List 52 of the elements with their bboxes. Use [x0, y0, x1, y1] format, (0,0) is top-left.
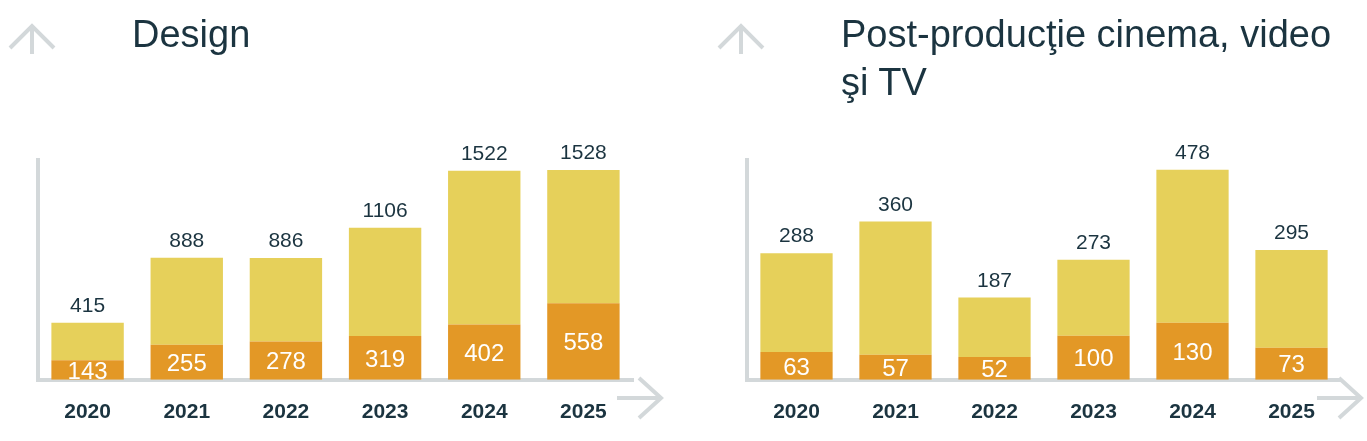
x-tick-label: 2021 — [872, 399, 920, 423]
x-tick-label: 2022 — [971, 399, 1018, 423]
data-label: 319 — [365, 344, 406, 372]
x-tick-label: 2020 — [773, 399, 820, 423]
total-label: 888 — [169, 228, 205, 252]
data-label: 57 — [882, 353, 909, 381]
total-label: 478 — [1174, 139, 1211, 163]
total-label: 273 — [1075, 230, 1112, 254]
data-label: 558 — [563, 328, 604, 356]
bar — [859, 221, 932, 355]
data-label: 278 — [265, 347, 306, 375]
chart-title: Design — [132, 12, 252, 57]
total-label: 288 — [778, 223, 815, 247]
chart-title: Post-producţie cinema, video şi TV — [841, 12, 1333, 105]
total-label: 360 — [877, 191, 914, 215]
x-tick-label: 2020 — [64, 399, 111, 423]
bar — [547, 303, 620, 380]
data-label: 130 — [1172, 337, 1213, 365]
x-tick-label: 2023 — [361, 399, 409, 423]
total-label: 1528 — [560, 140, 607, 164]
x-tick-label: 2021 — [163, 399, 211, 423]
bar — [51, 322, 124, 361]
x-tick-label: 2025 — [560, 399, 608, 423]
data-label: 63 — [783, 352, 810, 380]
bar — [1156, 169, 1229, 323]
x-tick-label: 2025 — [1268, 399, 1316, 423]
bar — [1156, 322, 1229, 380]
total-label: 886 — [268, 228, 304, 252]
x-tick-label: 2024 — [1169, 399, 1217, 423]
x-tick-label: 2023 — [1070, 399, 1117, 423]
total-label: 187 — [976, 267, 1013, 291]
total-label: 415 — [70, 293, 106, 317]
data-label: 100 — [1073, 344, 1114, 372]
data-label: 255 — [166, 348, 207, 376]
data-label: 73 — [1278, 350, 1305, 378]
data-label: 52 — [981, 355, 1008, 382]
bar — [760, 253, 833, 353]
bar — [348, 227, 422, 336]
total-label: 1522 — [460, 141, 508, 165]
x-tick-label: 2024 — [460, 399, 508, 423]
bar — [1057, 259, 1130, 336]
bar — [448, 170, 521, 325]
total-label: 295 — [1273, 220, 1310, 244]
data-label: 402 — [464, 338, 505, 366]
bar — [547, 169, 620, 304]
bar — [1255, 250, 1328, 348]
x-tick-label: 2022 — [262, 399, 310, 423]
data-label: 143 — [67, 356, 108, 384]
total-label: 1106 — [362, 198, 408, 222]
bar — [249, 258, 323, 342]
bar — [150, 257, 223, 345]
bar — [958, 297, 1031, 357]
